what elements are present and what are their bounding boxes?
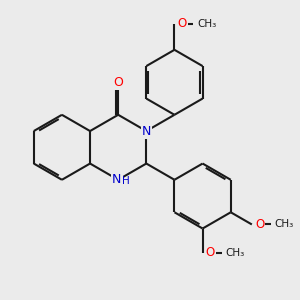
Text: N: N	[142, 124, 151, 137]
Text: CH₃: CH₃	[226, 248, 245, 258]
Text: O: O	[113, 76, 123, 89]
Text: CH₃: CH₃	[197, 19, 217, 29]
Text: H: H	[122, 176, 130, 186]
Text: O: O	[178, 17, 187, 30]
Text: O: O	[206, 246, 215, 260]
Text: N: N	[112, 173, 122, 186]
Text: CH₃: CH₃	[275, 220, 294, 230]
Text: O: O	[255, 218, 264, 231]
